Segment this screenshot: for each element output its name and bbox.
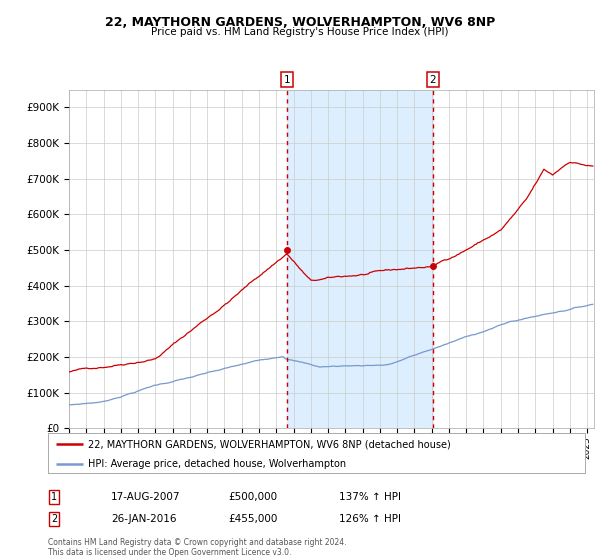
Text: 2: 2 xyxy=(430,74,436,85)
Text: 26-JAN-2016: 26-JAN-2016 xyxy=(111,514,176,524)
Text: 2: 2 xyxy=(51,514,57,524)
Bar xyxy=(287,90,433,428)
Text: 1: 1 xyxy=(284,74,290,85)
Text: 137% ↑ HPI: 137% ↑ HPI xyxy=(339,492,401,502)
Text: 22, MAYTHORN GARDENS, WOLVERHAMPTON, WV6 8NP (detached house): 22, MAYTHORN GARDENS, WOLVERHAMPTON, WV6… xyxy=(88,439,451,449)
Text: HPI: Average price, detached house, Wolverhampton: HPI: Average price, detached house, Wolv… xyxy=(88,459,346,469)
Text: 17-AUG-2007: 17-AUG-2007 xyxy=(111,492,181,502)
Text: £455,000: £455,000 xyxy=(228,514,277,524)
Text: Contains HM Land Registry data © Crown copyright and database right 2024.
This d: Contains HM Land Registry data © Crown c… xyxy=(48,538,347,557)
Text: 1: 1 xyxy=(51,492,57,502)
Text: £500,000: £500,000 xyxy=(228,492,277,502)
Text: Price paid vs. HM Land Registry's House Price Index (HPI): Price paid vs. HM Land Registry's House … xyxy=(151,27,449,37)
Text: 22, MAYTHORN GARDENS, WOLVERHAMPTON, WV6 8NP: 22, MAYTHORN GARDENS, WOLVERHAMPTON, WV6… xyxy=(105,16,495,29)
Text: 126% ↑ HPI: 126% ↑ HPI xyxy=(339,514,401,524)
